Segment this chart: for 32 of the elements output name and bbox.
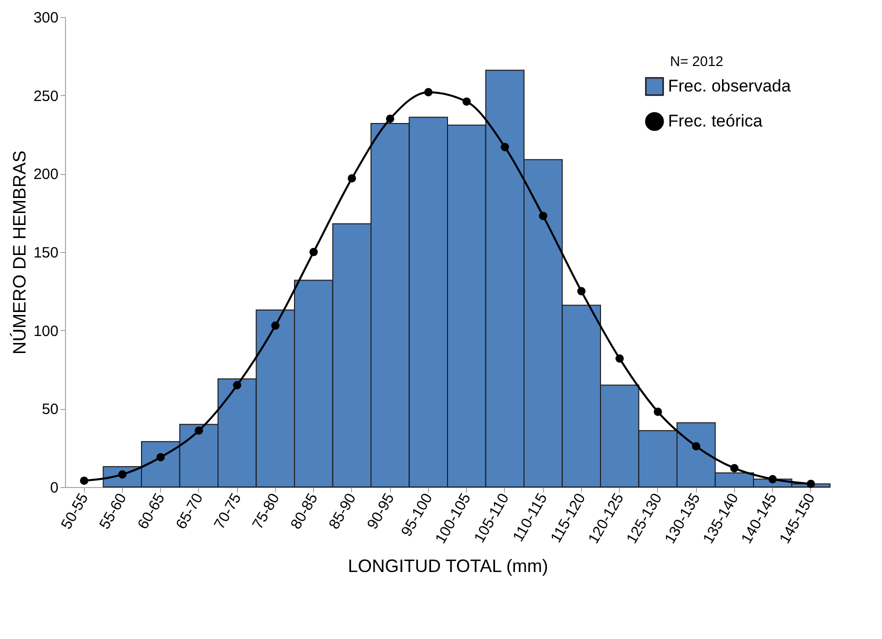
- point: [194, 426, 204, 435]
- point: [654, 408, 662, 416]
- y-tick-label: 100: [33, 322, 58, 340]
- point: [730, 464, 739, 472]
- y-tick-label: 150: [33, 244, 58, 262]
- point: [232, 381, 242, 390]
- point: [806, 480, 816, 488]
- point: [424, 88, 433, 96]
- y-tick-label: 200: [33, 166, 58, 184]
- point: [156, 453, 165, 462]
- y-tick-label: 0: [50, 480, 58, 496]
- y-tick-label: 250: [33, 88, 58, 105]
- y-axis-title: NÚMERO DE HEMBRAS: [9, 150, 30, 355]
- point: [309, 248, 318, 256]
- point: [386, 114, 394, 123]
- y-tick-label: 50: [42, 401, 58, 418]
- point: [348, 174, 356, 183]
- point: [768, 475, 777, 484]
- legend-label: Frec. teórica: [668, 112, 764, 130]
- legend-label: Frec. observada: [668, 76, 792, 96]
- point: [80, 476, 88, 485]
- point: [692, 442, 700, 450]
- point: [462, 97, 471, 106]
- point: [615, 354, 624, 363]
- point: [271, 321, 280, 330]
- point: [118, 470, 127, 479]
- annotation: N= 2012: [670, 53, 724, 69]
- x-axis-title: LONGITUD TOTAL (mm): [348, 556, 548, 576]
- point: [577, 287, 586, 296]
- point: [500, 142, 510, 152]
- point: [538, 212, 548, 220]
- y-tick-label: 300: [33, 10, 58, 26]
